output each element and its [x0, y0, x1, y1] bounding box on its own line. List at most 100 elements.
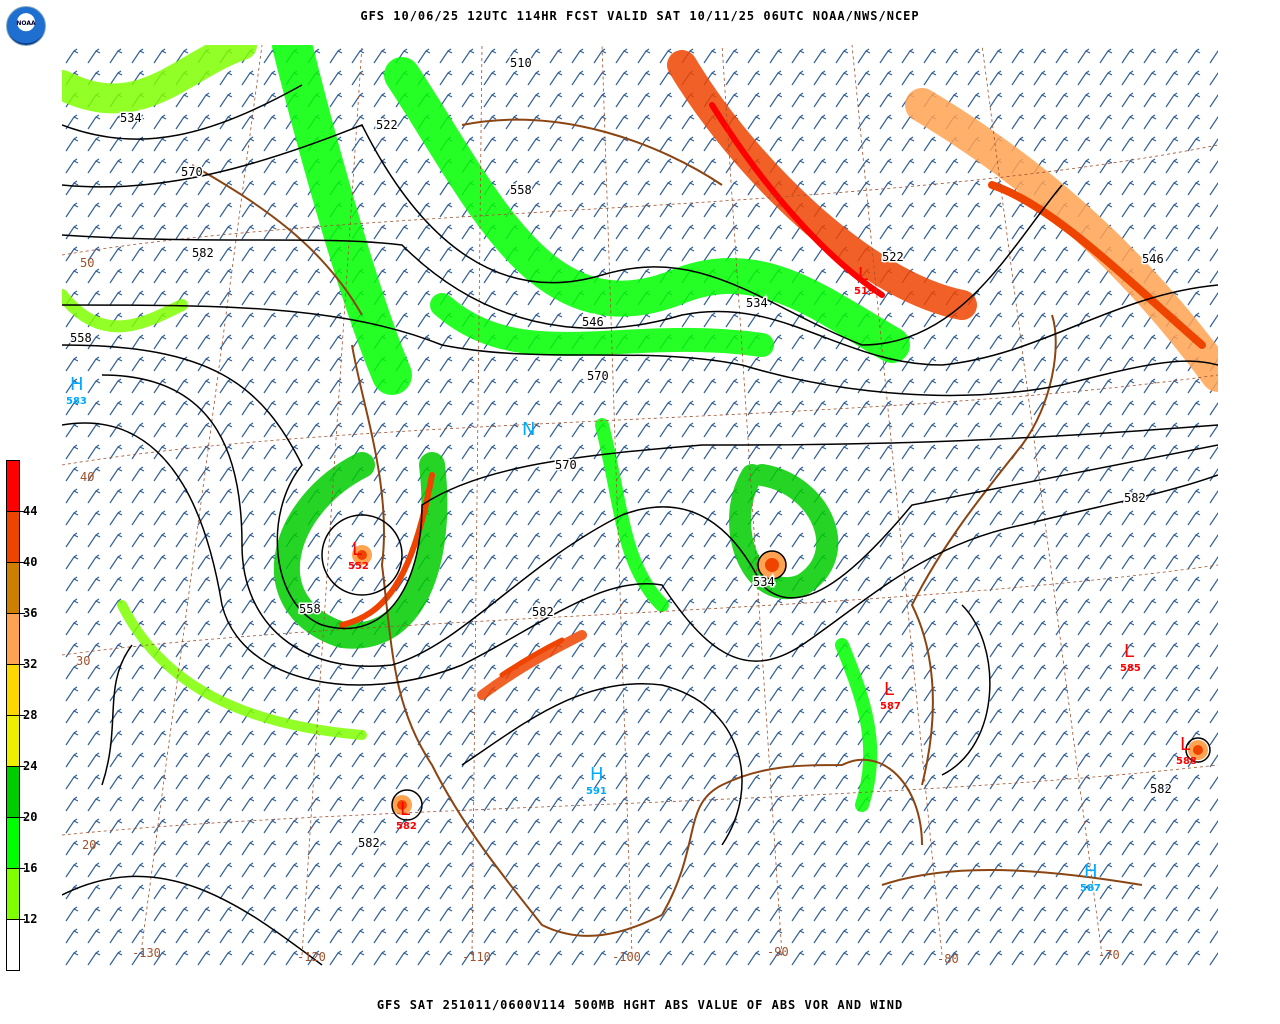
height-contours	[62, 84, 1218, 966]
noaa-logo-text: NOAA	[16, 20, 36, 27]
vorticity-band	[667, 50, 977, 320]
center-value: 519	[854, 286, 875, 297]
center-value: 591	[586, 786, 607, 797]
high-center-marker: H	[70, 374, 84, 395]
legend-swatch: 12	[6, 869, 37, 926]
vorticity-shading	[62, 45, 1218, 815]
lat-lon-labels: -130 -120 -110 -100 -90 -80 -70 50 40 30 20	[76, 256, 1120, 966]
vorticity-core	[988, 181, 1206, 349]
longitude-label: -70	[1098, 948, 1120, 962]
vorticity-band	[835, 638, 878, 812]
height-contour	[62, 344, 1218, 630]
legend-swatch: 32	[6, 614, 37, 671]
contour-label: 582	[358, 836, 380, 850]
legend-swatch: 44	[6, 460, 37, 518]
contour-labels: 510 534 522 558 570 582 546 534 558 570 522 546 582 5…	[69, 55, 1174, 852]
legend-swatch: 36	[6, 563, 37, 620]
legend-swatch: 20	[6, 767, 37, 824]
center-value: 587	[880, 701, 901, 712]
legend-label: 32	[23, 657, 38, 671]
height-contour	[62, 875, 323, 966]
longitude-line	[471, 45, 483, 956]
contour-label: 582	[1150, 782, 1172, 796]
closed-contour	[391, 789, 423, 821]
low-center-marker: L	[1180, 734, 1190, 755]
low-center-marker: L	[1124, 641, 1134, 662]
coastline	[461, 118, 723, 186]
longitude-label: -80	[937, 952, 959, 966]
vorticity-band	[62, 289, 188, 333]
contour-label: 570	[181, 165, 203, 179]
longitude-label: -120	[297, 950, 326, 964]
low-center-marker: L	[400, 799, 410, 820]
latitude-label: 40	[80, 470, 94, 484]
height-contour	[461, 683, 743, 846]
legend-label: 36	[23, 606, 38, 620]
vorticity-max-core	[397, 800, 407, 810]
coastline	[351, 344, 663, 937]
contour-label: 510	[510, 56, 532, 70]
high-center-marker: H	[1084, 861, 1098, 882]
longitude-line	[601, 45, 633, 956]
vorticity-band	[477, 630, 587, 700]
vorticity-band	[273, 452, 448, 649]
contour-label: 558	[70, 331, 92, 345]
center-value: 587	[1080, 883, 1101, 894]
legend-swatch: 16	[6, 818, 37, 875]
center-value: 583	[66, 396, 87, 407]
vorticity-max-core	[1193, 745, 1203, 755]
longitude-label: -110	[462, 950, 491, 964]
low-center-marker: L	[884, 679, 894, 700]
contour-label: 558	[510, 183, 532, 197]
height-contour	[101, 374, 1218, 667]
coastlines	[191, 118, 1143, 937]
legend-label: 28	[23, 708, 38, 722]
height-contour	[62, 422, 1218, 686]
longitude-line	[301, 45, 363, 956]
latitude-label: 50	[80, 256, 94, 270]
vorticity-band	[729, 464, 839, 599]
coastline	[881, 869, 1143, 886]
longitude-label: -130	[132, 946, 161, 960]
closed-contour	[757, 550, 787, 580]
center-value: 585	[1120, 663, 1141, 674]
vorticity-max-core	[357, 550, 367, 560]
height-contour	[101, 644, 133, 786]
legend-label: 16	[23, 861, 38, 875]
latitude-line	[62, 764, 1218, 836]
noaa-logo: NOAA	[6, 6, 46, 46]
contour-label: 558	[299, 602, 321, 616]
vorticity-max-core	[765, 558, 779, 572]
legend-label: 12	[23, 912, 38, 926]
latitude-line	[62, 144, 1218, 256]
low-center-marker: L	[352, 539, 362, 560]
latitude-label: 20	[82, 838, 96, 852]
height-contour	[941, 604, 991, 776]
legend-label: 24	[23, 759, 38, 773]
center-value: 588	[1176, 756, 1197, 767]
legend-swatch: 40	[6, 512, 37, 569]
longitude-line	[981, 45, 1103, 956]
contour-label: 522	[376, 118, 398, 132]
vorticity-band	[384, 57, 910, 363]
coastline	[191, 164, 363, 316]
legend-label: 20	[23, 810, 38, 824]
latitude-line	[62, 564, 1218, 656]
legend-label: 40	[23, 555, 38, 569]
longitude-label: -100	[612, 950, 641, 964]
height-contour	[62, 84, 303, 140]
contour-label: 534	[753, 575, 775, 589]
map-title: GFS 10/06/25 12UTC 114HR FCST VALID SAT …	[360, 9, 920, 23]
center-value: 552	[348, 561, 369, 572]
latitude-line	[62, 374, 1218, 466]
vorticity-core	[339, 472, 435, 628]
contour-label: 582	[192, 246, 214, 260]
high-center-marker: H	[590, 764, 604, 785]
coastline	[910, 314, 1057, 786]
legend-label: 44	[23, 504, 38, 518]
contour-label: 582	[532, 605, 554, 619]
vorticity-band	[430, 293, 774, 357]
vorticity-band	[62, 45, 257, 114]
longitude-label: -90	[767, 945, 789, 959]
